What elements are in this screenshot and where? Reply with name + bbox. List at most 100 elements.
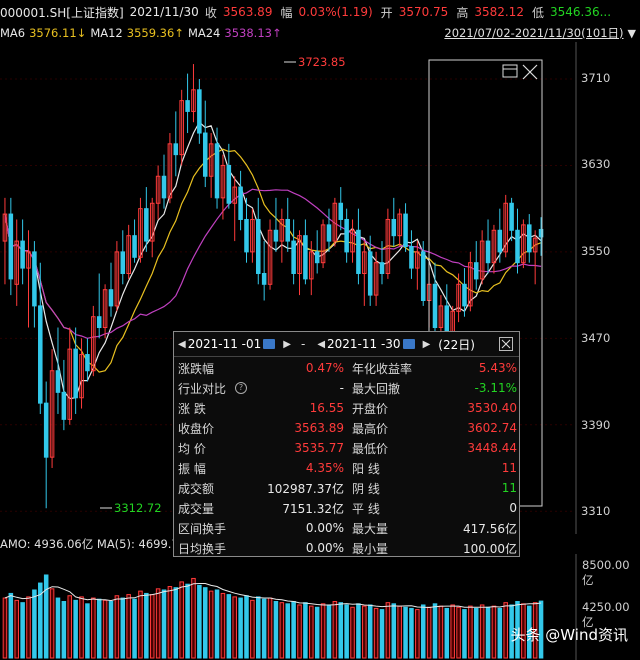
stat-value: 3563.89 — [294, 421, 344, 435]
help-icon[interactable]: ? — [235, 382, 247, 394]
volume-chart[interactable] — [0, 554, 640, 660]
volume-bar — [261, 598, 267, 659]
candle-up — [491, 229, 497, 264]
volume-bar — [456, 606, 461, 659]
calendar-icon[interactable] — [402, 339, 415, 349]
candle-up — [438, 305, 444, 329]
volume-info: AMO: 4936.06亿 MA(5): 4699.7 — [0, 536, 179, 554]
low-marker-label: 3312.72 — [114, 501, 162, 515]
ma6-line — [4, 121, 542, 400]
stat-label: 日均换手 — [178, 541, 227, 556]
volume-bar — [55, 597, 61, 659]
candle-down — [8, 213, 14, 280]
candle-down — [43, 402, 49, 458]
calendar-icon[interactable] — [263, 339, 276, 349]
candle-down — [55, 370, 61, 393]
price-tick: 3310 — [581, 504, 611, 518]
stat-value: 4.35% — [305, 461, 344, 475]
close-icon[interactable] — [499, 337, 513, 351]
stat-label: 成交量 — [178, 501, 215, 516]
security-code[interactable]: 000001.SH[上证指数] — [0, 5, 124, 20]
volume-bar — [91, 597, 96, 659]
quote-header: 000001.SH[上证指数] 2021/11/30 收 3563.89 幅 0… — [0, 0, 640, 24]
volume-bar — [179, 581, 184, 659]
stat-value: 11 — [501, 461, 517, 475]
date-range[interactable]: 2021/07/02-2021/11/30(101日) — [444, 26, 624, 40]
candle-down — [73, 348, 78, 399]
stat-value: 417.56亿 — [463, 521, 517, 536]
volume-bar — [385, 602, 391, 659]
volume-tick: 4250.00亿 — [582, 600, 630, 629]
volume-bar — [8, 592, 14, 659]
volume-bar — [273, 601, 279, 659]
candle-up — [456, 283, 461, 312]
candle-down — [120, 251, 126, 274]
stat-label: 最大回撤 — [352, 381, 401, 396]
volume-bar — [214, 589, 220, 659]
volume-bar — [397, 605, 402, 659]
volume-bar — [96, 598, 102, 659]
volume-bar — [244, 595, 249, 659]
candle-down — [432, 283, 438, 329]
candle-down — [462, 283, 467, 307]
close-icon[interactable] — [522, 64, 538, 80]
candle-down — [515, 229, 520, 264]
next-end-icon[interactable]: ▶ — [422, 338, 431, 350]
stat-value: 5.43% — [478, 361, 517, 375]
candle-up — [385, 218, 391, 274]
volume-bar — [14, 599, 19, 659]
maximize-icon[interactable] — [502, 64, 518, 78]
volume-bar — [532, 602, 538, 659]
candle-up — [250, 218, 255, 253]
stat-label: 阴 线 — [352, 481, 380, 496]
volume-bar — [149, 594, 155, 659]
next-start-icon[interactable]: ▶ — [283, 338, 291, 350]
candle-down — [303, 235, 308, 280]
candle-up — [373, 262, 379, 296]
candle-up — [49, 370, 55, 458]
stat-value: - — [339, 381, 344, 395]
date-separator: - — [300, 337, 306, 351]
volume-bar — [450, 604, 455, 659]
candle-up — [179, 100, 184, 156]
low-value: 3546.36... — [549, 5, 612, 19]
candle-up — [232, 186, 237, 204]
candle-down — [285, 218, 290, 242]
volume-bar — [362, 605, 367, 659]
volume-bar — [250, 599, 255, 659]
volume-bar — [267, 597, 273, 659]
price-tick: 3710 — [581, 71, 611, 85]
stat-label: 开盘价 — [352, 401, 389, 416]
candle-up — [450, 310, 455, 334]
stat-value: 102987.37亿 — [267, 481, 344, 496]
candle-up — [332, 202, 338, 242]
chevron-down-icon[interactable]: ▼ — [627, 26, 636, 40]
prev-end-icon[interactable]: ◀ — [317, 338, 326, 350]
volume-bar — [126, 594, 131, 659]
candle-down — [38, 305, 43, 404]
volume-bar — [85, 603, 90, 659]
stat-row: 振 幅 4.35% 阳 线 11 — [174, 458, 519, 478]
candle-down — [538, 228, 544, 238]
candle-up — [220, 164, 226, 199]
candlestick-chart[interactable]: 3723.85 3312.72 — [0, 42, 640, 534]
stat-value: 7151.32亿 — [282, 501, 344, 516]
volume-bar — [26, 596, 31, 659]
candle-down — [226, 164, 232, 204]
start-date[interactable]: 2021-11 -01 — [187, 337, 262, 351]
volume-bar — [79, 596, 84, 659]
candle-up — [26, 251, 31, 269]
volume-bar — [132, 598, 137, 659]
close-value: 3563.89 — [222, 5, 273, 19]
volume-bar — [515, 601, 520, 659]
volume-bar — [344, 604, 349, 659]
end-date[interactable]: 2021-11 -30 — [327, 337, 401, 351]
high-marker-label: 3723.85 — [298, 55, 346, 69]
stat-label: 均 价 — [178, 441, 206, 456]
prev-start-icon[interactable]: ◀ — [178, 338, 186, 350]
volume-bar — [509, 604, 514, 659]
candle-up — [149, 202, 155, 242]
stat-label: 最大量 — [352, 521, 389, 536]
candle-down — [261, 272, 267, 285]
volume-bar — [185, 583, 190, 659]
